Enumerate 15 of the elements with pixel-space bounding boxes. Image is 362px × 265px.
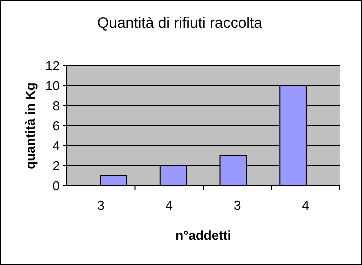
x-tick-label: 3 [98,198,105,213]
y-tick-label: 0 [52,178,60,194]
y-tick-label: 12 [46,58,60,74]
x-tick-label: 4 [166,198,173,213]
y-axis-title: quantità in Kg [23,82,38,170]
y-tick-label: 6 [52,118,60,134]
chart-title: Quantità di rifiuti raccolta [97,15,264,32]
y-tick-label: 8 [52,98,60,114]
x-tick-label: 3 [234,198,242,213]
y-tick-label: 2 [52,158,60,174]
x-axis-title: n°addetti [176,228,232,243]
bar [100,176,128,186]
y-tick-label: 4 [52,138,60,154]
y-tick-label: 10 [46,78,60,94]
x-tick-label: 4 [302,198,310,213]
